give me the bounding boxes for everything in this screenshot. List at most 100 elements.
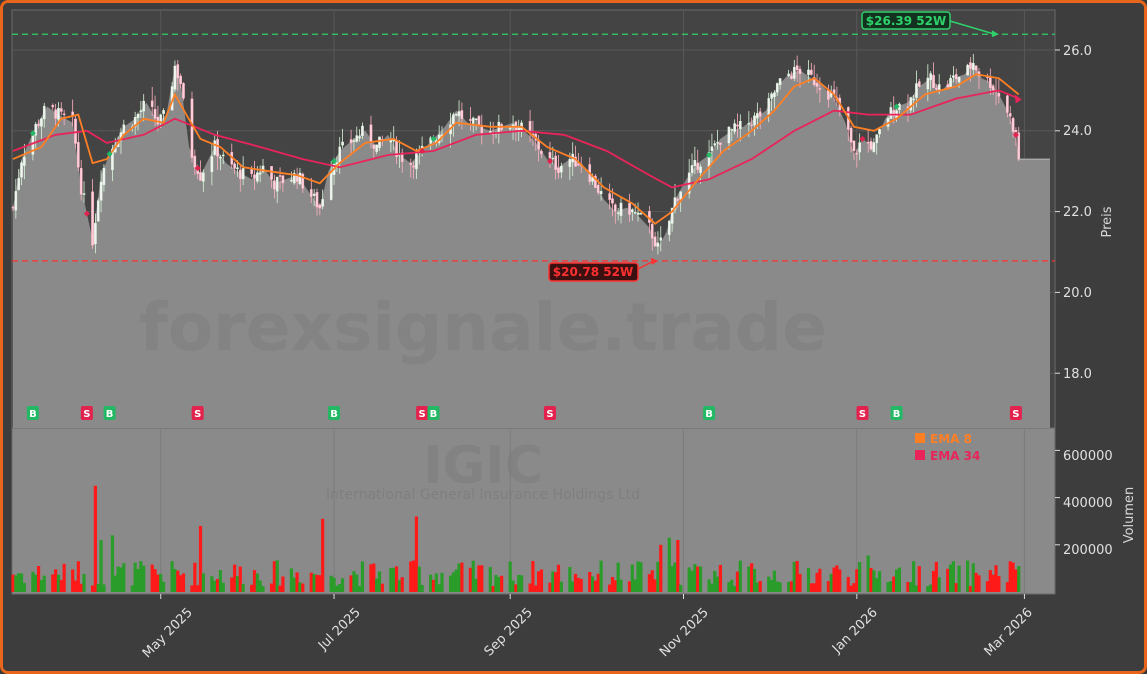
sell-signal-marker [416, 406, 429, 420]
candle-body [40, 118, 43, 127]
low-52w-box [548, 262, 639, 282]
watermark-site: forexsignale.trade [139, 289, 827, 366]
candle-body [199, 172, 202, 181]
candle-body [412, 165, 415, 168]
volume-bar [90, 585, 95, 592]
volume-bar [713, 571, 717, 592]
candle-body [480, 126, 484, 134]
volume-bar [281, 576, 285, 592]
candle-body [153, 109, 157, 119]
volume-bar [758, 580, 762, 592]
candle-body [278, 175, 282, 177]
volume-bar [534, 585, 538, 592]
volume-bar [852, 583, 856, 592]
volume-bar [931, 571, 936, 592]
candle-body [250, 169, 253, 174]
volume-bar [690, 570, 694, 592]
volume-bar [215, 578, 220, 592]
candle-body [82, 193, 86, 195]
volume-bar [275, 560, 279, 592]
volume-bar [488, 567, 492, 592]
candle-body [471, 117, 475, 124]
volume-bar [278, 585, 282, 592]
candle-body [489, 131, 492, 133]
volume-bar [196, 585, 200, 592]
volume-bar [190, 585, 194, 592]
low-52w-label: $20.78 52W [553, 265, 633, 279]
candle-body [361, 125, 364, 136]
price-tick-label: 26.0 [1063, 44, 1092, 59]
volume-bar [750, 563, 754, 592]
volume-bar [514, 584, 518, 592]
volume-bar [775, 581, 779, 592]
candle-body [1008, 113, 1012, 117]
volume-bar [130, 585, 134, 592]
signal-point [893, 103, 900, 110]
candle-body [798, 68, 802, 74]
volume-bar [755, 582, 759, 592]
volume-bar [292, 577, 296, 592]
volume-bar [616, 562, 620, 592]
candle-body [932, 75, 935, 89]
candle-body [807, 69, 810, 75]
volume-bar [457, 563, 461, 592]
volume-bar [639, 562, 643, 592]
volume-bar [846, 576, 850, 592]
volume-bar [809, 583, 813, 592]
candle-body [710, 146, 714, 152]
candle-body [918, 81, 921, 87]
candle-body [966, 64, 969, 76]
candle-body [747, 123, 751, 125]
volume-bar [946, 568, 950, 592]
volume-bar [806, 567, 811, 592]
sell-signal-marker [1009, 406, 1022, 420]
candle-body [540, 151, 543, 155]
volume-bar [1008, 561, 1012, 592]
volume-bar [838, 569, 842, 592]
volume-bar [627, 581, 632, 592]
volume-bar [795, 560, 799, 592]
candle-body [162, 110, 165, 114]
candle-body [77, 142, 80, 168]
candle-body [1014, 129, 1018, 133]
volume-bar [156, 574, 160, 592]
candle-body [91, 191, 94, 246]
legend-ema34-swatch [915, 450, 925, 460]
volume-bar [372, 563, 376, 592]
signal-point [106, 151, 113, 158]
volume-bar [738, 560, 742, 592]
volume-bar [429, 574, 433, 592]
signal-label: B [330, 409, 338, 420]
candle-body [667, 220, 671, 235]
volume-bar [590, 576, 595, 592]
volume-bar [608, 584, 612, 592]
volume-bar [181, 573, 186, 592]
candle-body [810, 69, 813, 75]
volume-bar [153, 569, 157, 592]
candle-body [292, 173, 296, 184]
signal-point [419, 148, 426, 154]
candle-body [111, 148, 114, 171]
candle-body [693, 160, 697, 167]
volume-bar [914, 585, 919, 592]
volume-bar [994, 565, 998, 592]
volume-bar [491, 586, 495, 592]
candle-body [795, 65, 799, 71]
candle-body [258, 172, 262, 175]
volume-bar [710, 583, 714, 592]
candle-body [628, 202, 631, 215]
volume-bar [798, 573, 802, 592]
signal-point [1012, 131, 1019, 138]
candle-body [673, 197, 677, 211]
candle-body [59, 108, 63, 112]
candle-body [577, 163, 580, 166]
volume-bar [991, 574, 995, 592]
volume-bar [380, 583, 384, 592]
candle-body [574, 156, 577, 167]
volume-bar [787, 581, 791, 592]
candle-body [315, 192, 319, 208]
candle-body [909, 97, 913, 111]
candle-body [74, 118, 77, 144]
volume-bar [968, 586, 973, 592]
volume-bar [417, 566, 421, 592]
